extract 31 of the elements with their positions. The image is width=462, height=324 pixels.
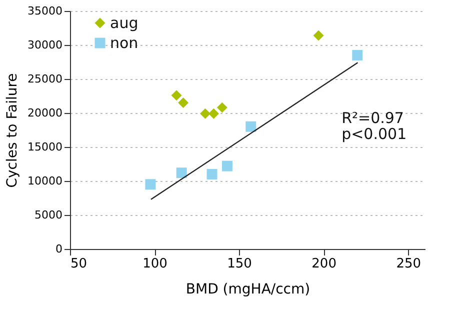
y-tick-label: 25000 bbox=[28, 72, 62, 86]
point bbox=[145, 179, 156, 190]
point bbox=[352, 50, 363, 60]
x-tick-label: 250 bbox=[396, 256, 422, 272]
point bbox=[176, 168, 187, 178]
y-tick-label: 15000 bbox=[28, 140, 62, 154]
y-tick-label: 20000 bbox=[28, 106, 62, 120]
annotation: p<0.001 bbox=[342, 125, 407, 144]
point bbox=[208, 108, 219, 119]
point bbox=[222, 160, 232, 172]
point bbox=[313, 30, 324, 41]
legend-label: aug bbox=[110, 14, 138, 32]
annotation: R²=0.97 bbox=[342, 109, 404, 128]
x-tick-label: 150 bbox=[227, 256, 252, 272]
y-tick-label: 35000 bbox=[28, 4, 62, 18]
point bbox=[246, 121, 256, 132]
y-tick-label: 5000 bbox=[34, 208, 62, 222]
point bbox=[216, 102, 228, 113]
point bbox=[178, 98, 189, 108]
y-axis-title: Cycles to Failure bbox=[4, 73, 21, 188]
point bbox=[200, 108, 210, 119]
x-tick-label: 200 bbox=[312, 256, 336, 272]
x-axis-title: BMD (mgHA/ccm) bbox=[186, 282, 310, 298]
point bbox=[171, 90, 182, 101]
point bbox=[206, 168, 218, 180]
y-tick-label: 30000 bbox=[28, 38, 62, 52]
y-tick-label: 0 bbox=[56, 242, 62, 256]
x-tick-label: 50 bbox=[70, 256, 88, 272]
legend-label: non bbox=[110, 34, 138, 52]
y-tick-label: 10000 bbox=[28, 174, 62, 188]
x-tick-label: 100 bbox=[142, 256, 168, 272]
